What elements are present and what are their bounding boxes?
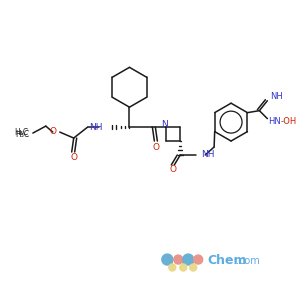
Text: O: O xyxy=(50,127,57,136)
Text: -OH: -OH xyxy=(280,117,297,126)
Circle shape xyxy=(162,254,173,265)
Text: O: O xyxy=(153,142,160,152)
Circle shape xyxy=(194,255,203,264)
Text: H₃C: H₃C xyxy=(14,128,28,136)
Circle shape xyxy=(183,254,194,265)
Text: N: N xyxy=(161,120,168,129)
Circle shape xyxy=(174,255,183,264)
Text: HN: HN xyxy=(268,117,281,126)
Text: O: O xyxy=(170,165,177,174)
Text: O: O xyxy=(70,154,77,163)
Text: H₃C: H₃C xyxy=(15,130,29,139)
Circle shape xyxy=(169,264,176,271)
Circle shape xyxy=(190,264,197,271)
Text: NH: NH xyxy=(89,123,103,132)
Circle shape xyxy=(180,264,187,271)
Text: .com: .com xyxy=(236,256,260,266)
Text: NH: NH xyxy=(270,92,283,101)
Text: NH: NH xyxy=(201,151,215,160)
Text: Chem: Chem xyxy=(207,254,247,267)
